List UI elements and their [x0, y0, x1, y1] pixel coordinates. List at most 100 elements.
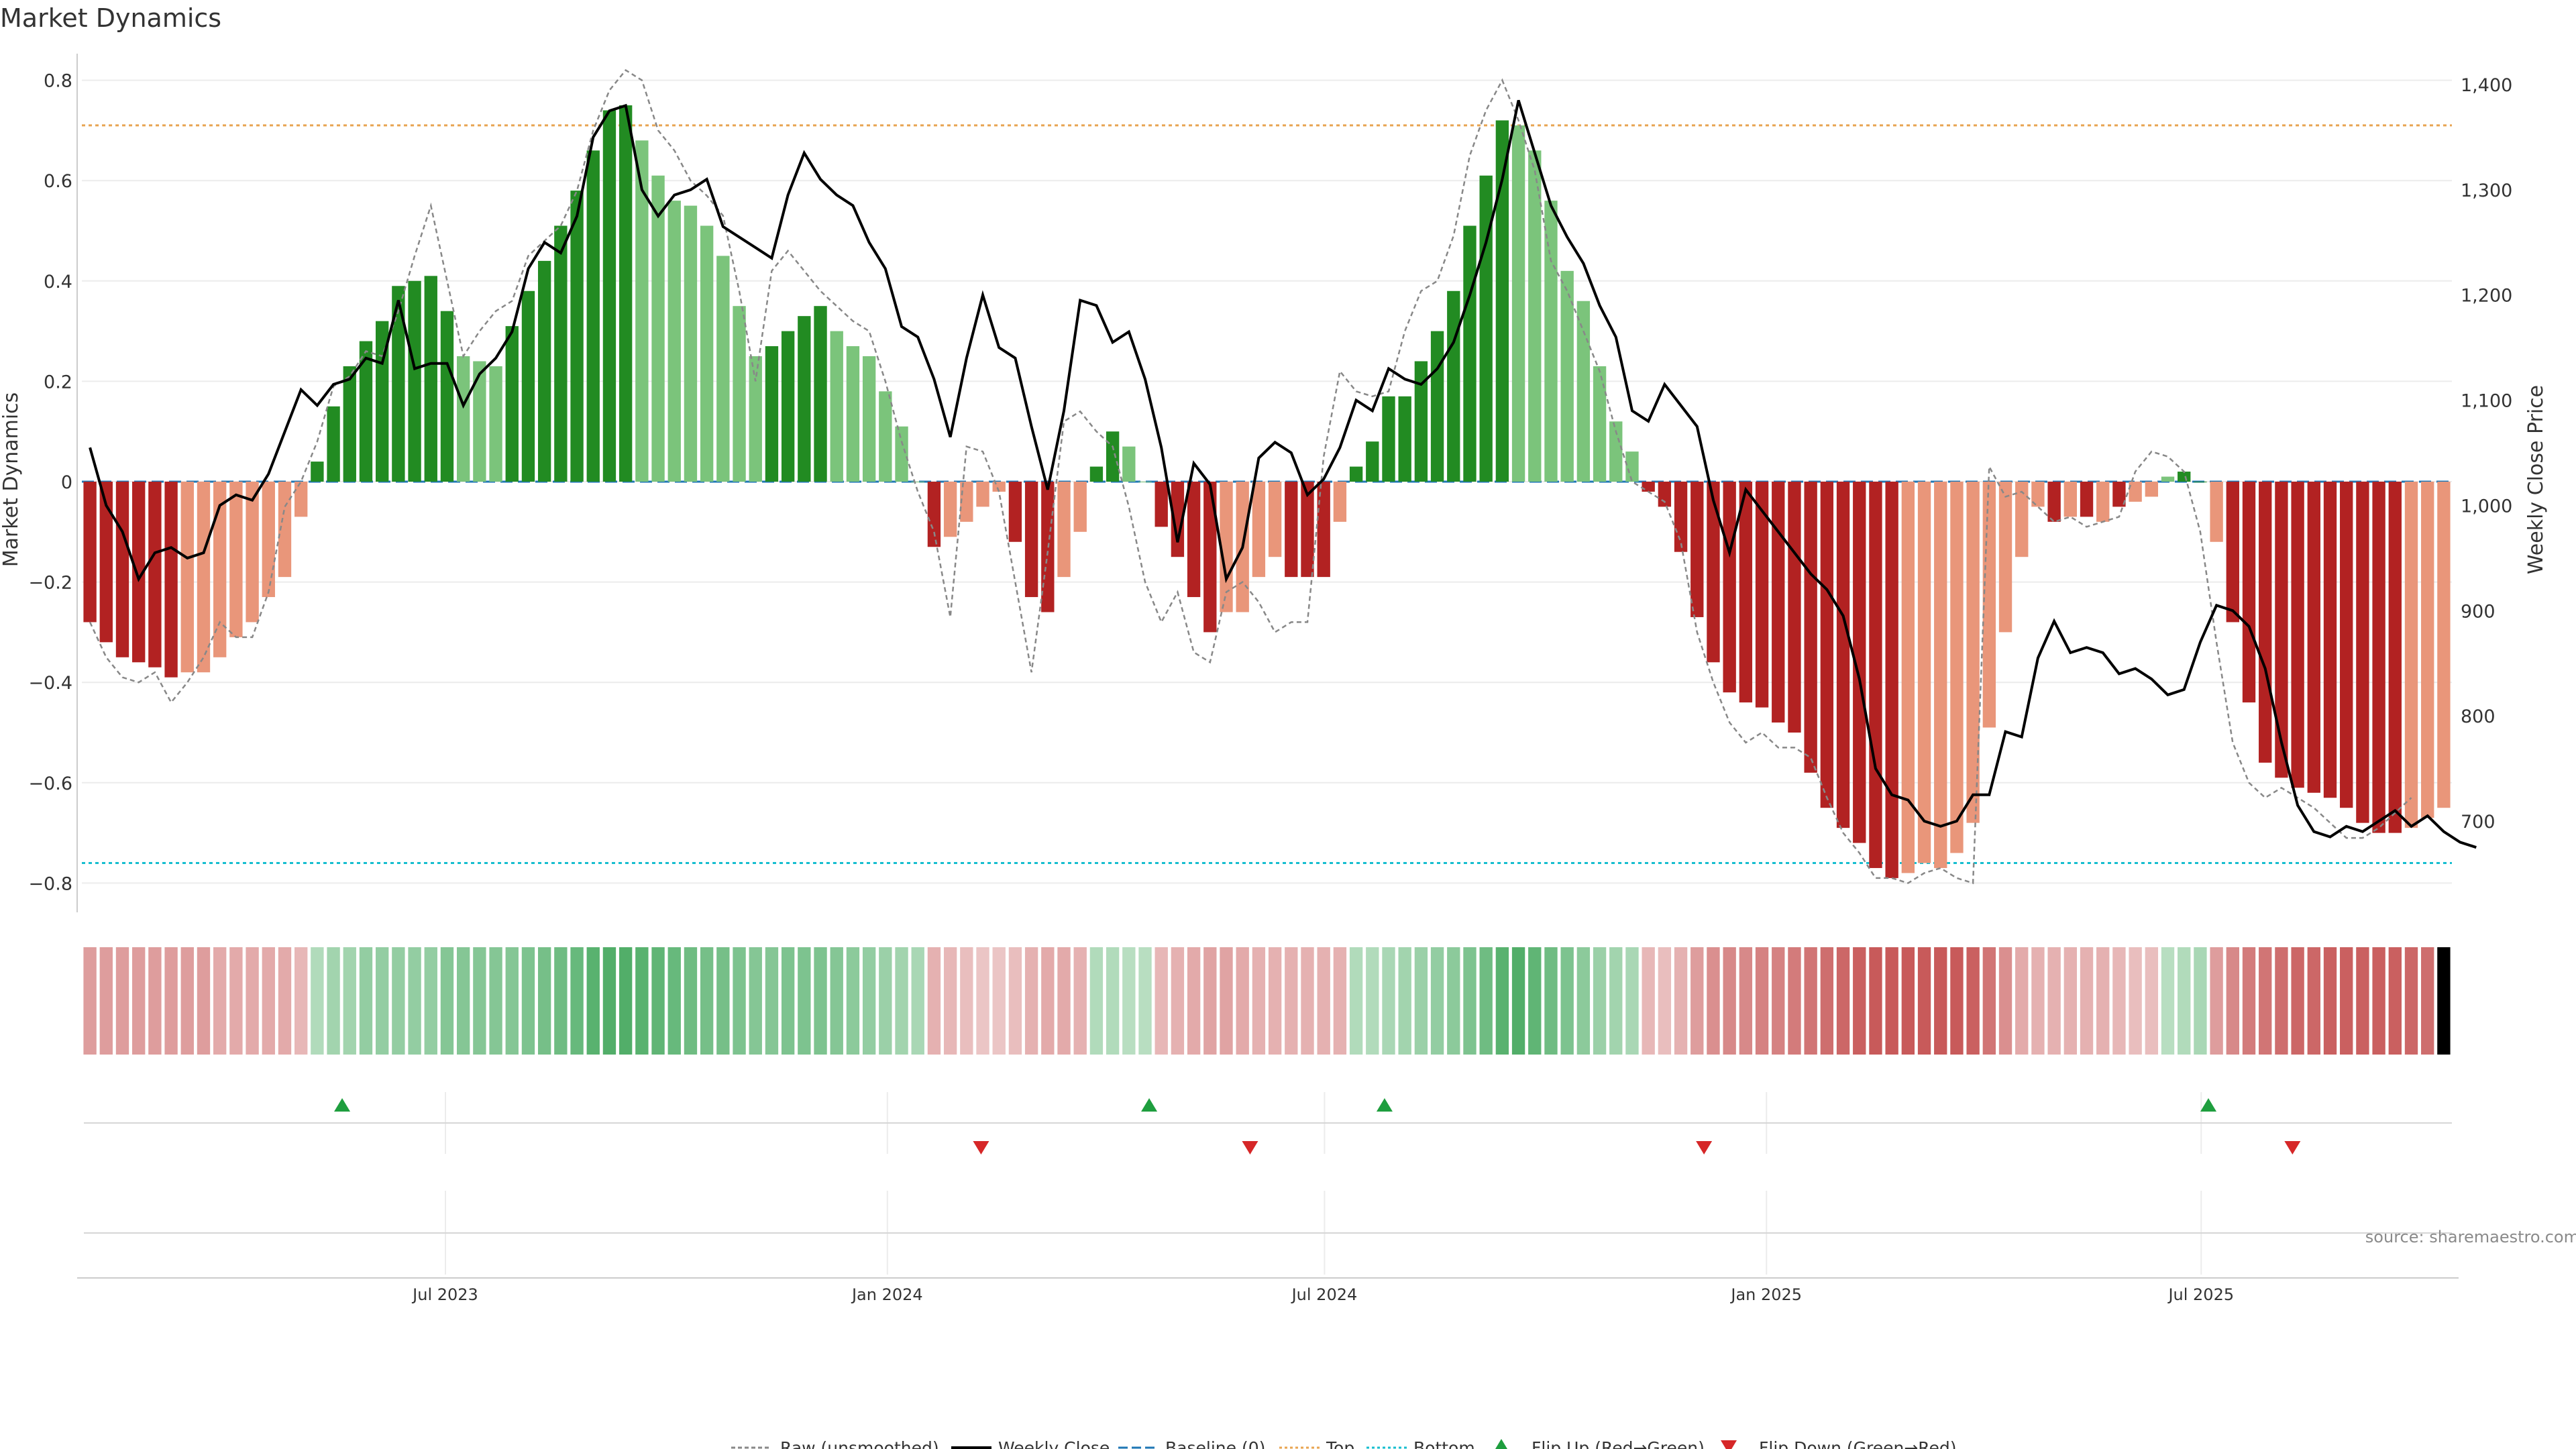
raw-unsmoothed-line: [89, 68, 2412, 885]
heat-cell: [2259, 947, 2272, 1055]
dynamics-bar: [1528, 150, 1542, 482]
dynamics-bar: [1122, 446, 1136, 482]
heat-cell: [2356, 947, 2369, 1055]
heat-cell: [2080, 947, 2094, 1055]
y-tick-label: −0.8: [28, 873, 72, 894]
heat-cell: [1122, 947, 1136, 1055]
dynamics-bar: [2096, 482, 2110, 522]
heat-cell: [2421, 947, 2434, 1055]
dynamics-bar: [1982, 482, 1996, 728]
dynamics-bar: [180, 482, 194, 673]
heat-cell: [602, 947, 616, 1055]
dynamics-bar: [2031, 482, 2045, 507]
dynamics-bar: [278, 482, 292, 578]
x-tick-label: Jan 2024: [851, 1285, 923, 1304]
right-axis-ticks: 700 800 900 1,000 1,100 1,200 1,300 1,400: [2461, 75, 2512, 833]
heat-cell: [1755, 947, 1769, 1055]
dynamics-bar: [1788, 482, 1801, 733]
dynamics-bar: [2129, 482, 2142, 502]
heat-cell: [1366, 947, 1379, 1055]
heat-cell: [1285, 947, 1298, 1055]
heat-cell: [2226, 947, 2239, 1055]
dynamics-bar: [2388, 482, 2402, 833]
heat-cell: [1333, 947, 1347, 1055]
heat-cell: [1674, 947, 1688, 1055]
dynamics-bar: [1707, 482, 1720, 663]
dynamics-bar: [2047, 482, 2061, 522]
heat-cell: [1982, 947, 1996, 1055]
dynamics-bar: [895, 426, 908, 482]
heat-cell: [943, 947, 957, 1055]
dynamics-bar: [2307, 482, 2320, 793]
dynamics-bar: [2356, 482, 2369, 823]
heat-cell: [2112, 947, 2126, 1055]
legend-bottom-label: Bottom: [1413, 1438, 1475, 1449]
heat-cell: [99, 947, 113, 1055]
dynamics-bar: [1658, 482, 1672, 507]
dynamics-bar: [1155, 482, 1168, 527]
dynamics-bar: [1723, 482, 1736, 693]
heat-cell: [1869, 947, 1882, 1055]
heat-cell: [1609, 947, 1623, 1055]
heat-cell: [798, 947, 811, 1055]
dynamics-bar: [1366, 441, 1379, 482]
dynamics-bar: [1869, 482, 1882, 868]
dynamics-bar: [2275, 482, 2288, 778]
flip-grid: [444, 1092, 2202, 1275]
dynamics-bar: [148, 482, 162, 667]
dynamics-bar: [537, 260, 551, 482]
dynamics-bar: [667, 201, 681, 482]
x-tick-label: Jul 2023: [411, 1285, 478, 1304]
heat-cell: [2096, 947, 2110, 1055]
dynamics-bar: [213, 482, 227, 657]
dynamics-bar: [1430, 331, 1444, 482]
heat-cell: [2047, 947, 2061, 1055]
y-tick-label: −0.6: [28, 773, 72, 794]
heat-cell: [1998, 947, 2012, 1055]
y2-tick-label: 1,000: [2461, 496, 2512, 517]
dynamics-bar: [651, 175, 665, 482]
heat-cell: [521, 947, 535, 1055]
heat-cell: [294, 947, 308, 1055]
dynamics-bar: [1917, 482, 1931, 863]
dynamics-bar: [570, 191, 584, 482]
dynamics-bar: [2210, 482, 2223, 542]
heat-cell: [927, 947, 941, 1055]
heat-cell: [1479, 947, 1493, 1055]
dynamics-bar: [716, 256, 730, 482]
dynamics-bar: [456, 356, 470, 482]
dynamics-bar: [2259, 482, 2272, 763]
heat-cell: [213, 947, 227, 1055]
heat-cell: [2161, 947, 2175, 1055]
heat-cell: [1349, 947, 1363, 1055]
heat-cell: [2242, 947, 2256, 1055]
source-label: source: sharemaestro.com: [2365, 1228, 2576, 1246]
heat-cell: [684, 947, 698, 1055]
dynamics-bar: [960, 482, 973, 522]
heat-cell: [1593, 947, 1607, 1055]
dynamics-bar: [781, 331, 795, 482]
heat-cell: [1772, 947, 1785, 1055]
heat-cell: [2015, 947, 2029, 1055]
heat-cell: [489, 947, 502, 1055]
heat-cell: [2275, 947, 2288, 1055]
legend-flip-down-label: Flip Down (Green→Red): [1759, 1438, 1957, 1449]
heat-cell: [408, 947, 421, 1055]
y-tick-label: 0: [61, 472, 72, 493]
dynamics-bar: [2080, 482, 2094, 517]
dynamics-bar: [1203, 482, 1217, 633]
heat-cell: [2145, 947, 2159, 1055]
legend-flip-up-swatch: [1495, 1439, 1507, 1449]
flip-down-marker: [2284, 1141, 2301, 1155]
left-axis-ticks: −0.8 −0.6 −0.4 −0.2 0 0.2 0.4 0.6 0.8: [28, 71, 72, 895]
dynamics-bar: [115, 482, 129, 657]
dynamics-bar: [99, 482, 113, 643]
dynamics-bar: [635, 140, 649, 482]
y-tick-label: 0.8: [44, 71, 72, 92]
dynamics-bar: [2340, 482, 2353, 808]
heat-cell: [311, 947, 324, 1055]
heat-cell: [2404, 947, 2418, 1055]
heat-cell: [197, 947, 211, 1055]
dynamics-bar: [1576, 301, 1591, 482]
heat-cell: [570, 947, 584, 1055]
